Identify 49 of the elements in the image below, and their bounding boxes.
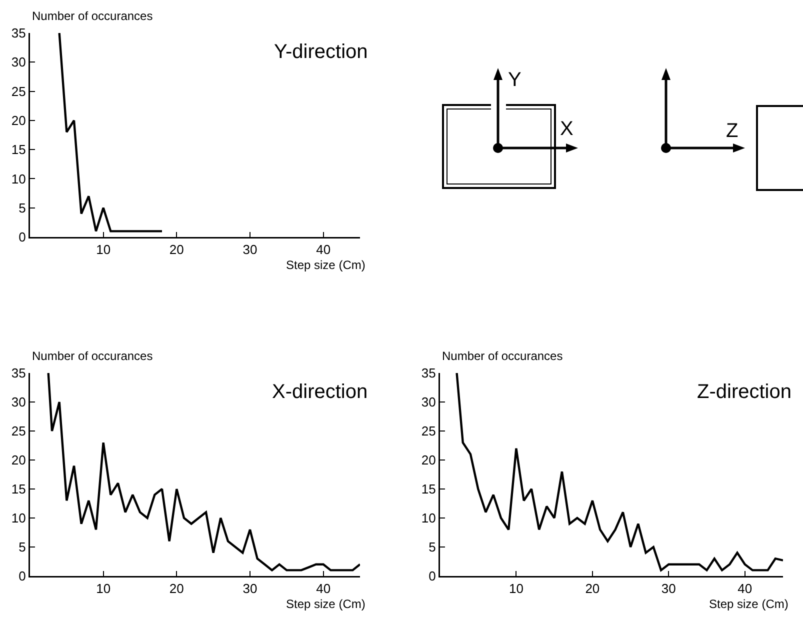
y-tick-label: 10 <box>421 510 436 526</box>
chart-title: X-direction <box>272 381 368 403</box>
y-tick-label: 15 <box>11 142 26 158</box>
y-tick-label: 25 <box>11 424 26 439</box>
y-tick-label: 0 <box>18 568 26 584</box>
text: Y <box>508 69 522 91</box>
y-tick-label: 30 <box>421 394 436 410</box>
y-tick-label: 20 <box>11 452 26 468</box>
x-tick-label: 20 <box>585 581 600 596</box>
x-tick-label: 30 <box>242 242 258 258</box>
x-axis-title: Step size (Cm) <box>286 597 366 611</box>
y-tick-label: 15 <box>421 482 436 497</box>
y-tick-label: 25 <box>421 424 436 439</box>
y-tick-label: 10 <box>11 171 26 186</box>
chart-title: Z-direction <box>697 381 792 403</box>
x-tick-label: 10 <box>508 581 524 596</box>
y-axis-title: Number of occurances <box>442 349 563 363</box>
x-tick-label: 10 <box>96 242 111 258</box>
x-tick-label: 40 <box>316 581 331 596</box>
y-tick-label: 0 <box>18 230 26 245</box>
x-tick-label: 20 <box>169 242 184 258</box>
y-tick-label: 35 <box>421 366 436 381</box>
x-tick-label: 40 <box>316 242 331 258</box>
x-tick-label: 20 <box>169 581 184 596</box>
y-tick-label: 5 <box>18 540 26 555</box>
y-tick-label: 5 <box>18 200 26 216</box>
y-tick-label: 25 <box>11 84 26 99</box>
x-tick-label: 10 <box>96 581 111 596</box>
chart-title: Y-direction <box>274 41 368 63</box>
text: Z <box>726 120 738 142</box>
y-tick-label: 15 <box>11 482 26 497</box>
y-tick-label: 35 <box>11 26 26 41</box>
x-tick-label: 40 <box>738 581 752 596</box>
y-tick-label: 35 <box>11 366 26 381</box>
line-series <box>58 33 164 232</box>
y-tick-label: 20 <box>11 112 26 128</box>
x-tick-label: 30 <box>661 581 676 596</box>
y-tick-label: 5 <box>428 540 436 555</box>
y-tick-label: 30 <box>11 54 26 70</box>
text: X <box>560 118 574 140</box>
y-tick-label: 30 <box>11 394 26 410</box>
x-tick-label: 30 <box>242 581 258 596</box>
y-tick-label: 0 <box>428 568 436 584</box>
y-tick-label: 10 <box>11 510 26 526</box>
y-tick-label: 20 <box>421 452 436 468</box>
y-axis-title: Number of occurances <box>32 9 153 23</box>
y-axis-title: Number of occurances <box>32 349 153 363</box>
x-axis-title: Step size (Cm) <box>709 597 788 611</box>
x-axis-title: Step size (Cm) <box>286 258 366 272</box>
